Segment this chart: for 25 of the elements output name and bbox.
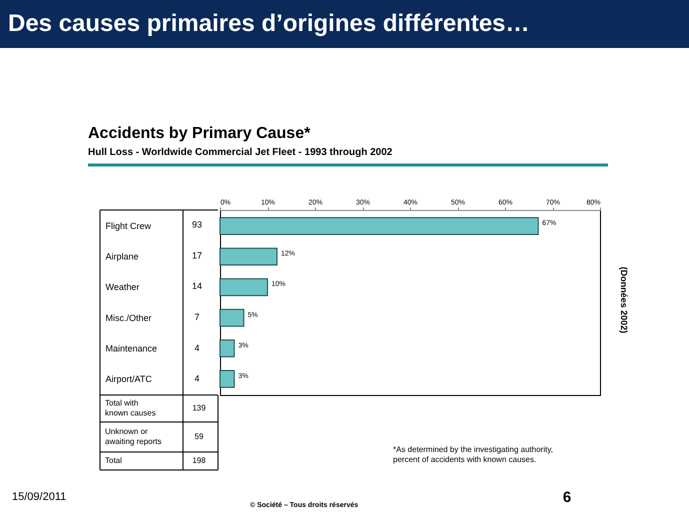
y-tick-label: Airplane <box>106 252 139 262</box>
text: 139 <box>192 404 206 412</box>
text: Total with known causes <box>105 398 156 418</box>
text: 59 <box>194 432 204 441</box>
y-tick-label: Flight Crew <box>106 221 152 232</box>
text: 4 <box>194 342 200 353</box>
text: 17 <box>192 250 202 260</box>
text: 4 <box>194 374 200 384</box>
y-tick-label: Maintenance <box>106 343 158 354</box>
text: Unknown or awaiting reports <box>105 427 162 446</box>
y-tick-label: Misc./Other <box>106 312 152 323</box>
y-tick-label: Weather <box>106 282 140 292</box>
text: 93 <box>192 219 202 230</box>
text: Total <box>105 456 122 465</box>
text: 6 <box>562 489 572 506</box>
text: (Données 2002) <box>619 266 629 334</box>
chart-title: Accidents by Primary Cause* <box>88 125 312 142</box>
y-tick-label: Airport/ATC <box>106 374 152 384</box>
text: 198 <box>192 456 206 465</box>
text: 14 <box>192 281 202 292</box>
text: 15/09/2011 <box>12 491 66 503</box>
chart-subtitle: Hull Loss - Worldwide Commercial Jet Fleet - 1993 through 2002 <box>88 147 393 158</box>
text: Des causes primaires d’origines différentes… <box>8 10 530 37</box>
text: 7 <box>194 312 200 322</box>
text: *As determined by the investigating authority, percent of accidents with known causes. <box>393 445 553 464</box>
